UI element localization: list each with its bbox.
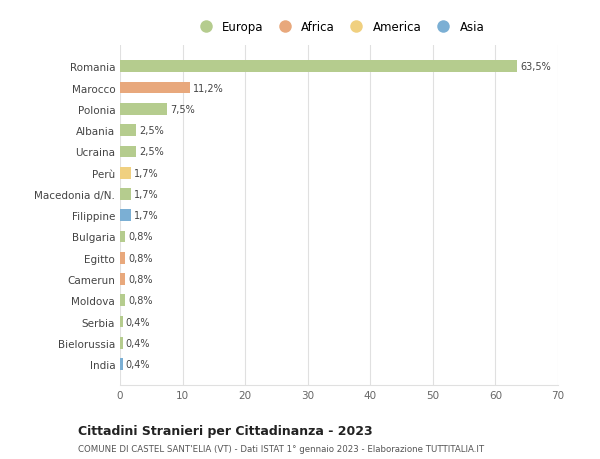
Bar <box>120 104 167 116</box>
Text: 63,5%: 63,5% <box>520 62 551 72</box>
Bar <box>120 316 122 328</box>
Text: 0,8%: 0,8% <box>128 232 152 242</box>
Bar <box>120 337 122 349</box>
Text: 1,7%: 1,7% <box>134 211 158 221</box>
Text: 0,8%: 0,8% <box>128 253 152 263</box>
Text: 0,8%: 0,8% <box>128 296 152 306</box>
Bar <box>120 62 517 73</box>
Legend: Europa, Africa, America, Asia: Europa, Africa, America, Asia <box>190 18 488 38</box>
Bar <box>120 358 122 370</box>
Text: 2,5%: 2,5% <box>139 126 164 136</box>
Text: 1,7%: 1,7% <box>134 168 158 178</box>
Bar <box>120 83 190 94</box>
Bar <box>120 146 136 158</box>
Text: COMUNE DI CASTEL SANT'ELIA (VT) - Dati ISTAT 1° gennaio 2023 - Elaborazione TUTT: COMUNE DI CASTEL SANT'ELIA (VT) - Dati I… <box>78 444 484 453</box>
Text: Cittadini Stranieri per Cittadinanza - 2023: Cittadini Stranieri per Cittadinanza - 2… <box>78 425 373 437</box>
Text: 11,2%: 11,2% <box>193 84 224 93</box>
Text: 0,4%: 0,4% <box>125 338 150 348</box>
Text: 0,4%: 0,4% <box>125 317 150 327</box>
Text: 7,5%: 7,5% <box>170 105 195 115</box>
Bar <box>120 125 136 137</box>
Bar <box>120 189 131 200</box>
Bar <box>120 168 131 179</box>
Bar <box>120 295 125 307</box>
Text: 0,8%: 0,8% <box>128 274 152 285</box>
Bar <box>120 210 131 222</box>
Text: 2,5%: 2,5% <box>139 147 164 157</box>
Bar <box>120 231 125 243</box>
Bar <box>120 274 125 285</box>
Text: 1,7%: 1,7% <box>134 190 158 200</box>
Text: 0,4%: 0,4% <box>125 359 150 369</box>
Bar <box>120 252 125 264</box>
